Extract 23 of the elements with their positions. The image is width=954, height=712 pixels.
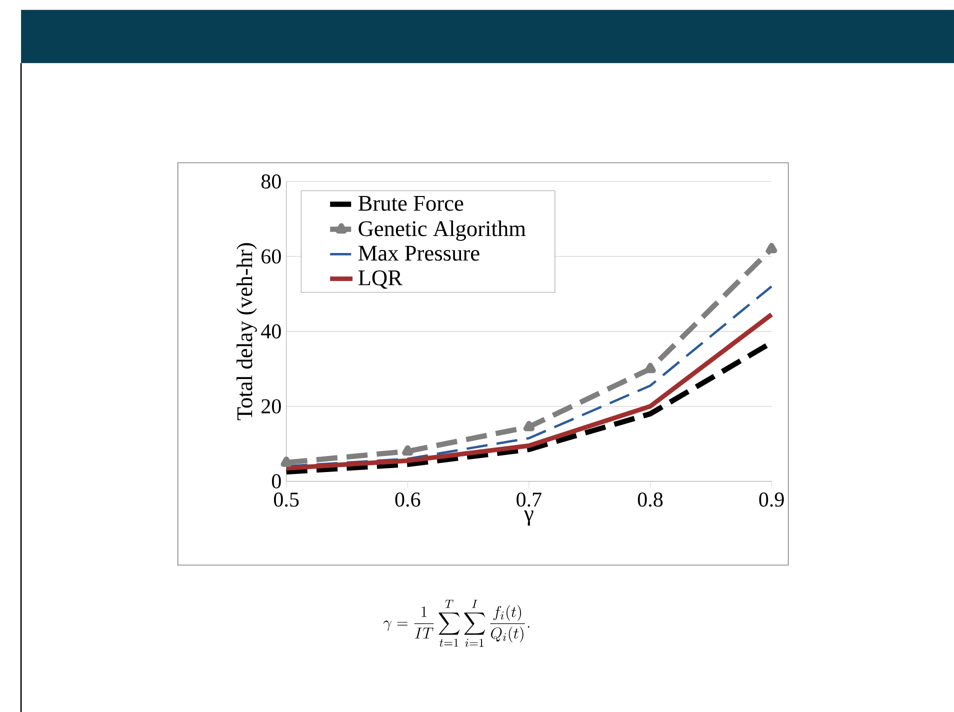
text: $\gamma=\frac{1}{IT}\sum_{t=1}^{T}\sum_{i=1}^{I}\frac{f_i(t)}{Q_i(t)}.$ bbox=[383, 600, 530, 647]
point bbox=[402, 445, 414, 456]
legend-label: Brute Force bbox=[358, 196, 464, 211]
y-tick-label: 40 bbox=[261, 324, 281, 338]
point bbox=[523, 420, 535, 432]
x-tick-label: 0.9 bbox=[759, 492, 784, 507]
line-series bbox=[284, 312, 774, 470]
legend-label: Genetic Algorithm bbox=[358, 220, 526, 241]
y-tick-label: 80 bbox=[261, 174, 281, 189]
x-tick-label: 0.7 bbox=[516, 492, 542, 507]
point bbox=[766, 242, 778, 254]
point bbox=[280, 456, 292, 467]
x-tick-label: 0.6 bbox=[395, 492, 420, 507]
legend-label: Max Pressure bbox=[358, 246, 480, 261]
y-tick-label: 60 bbox=[262, 249, 281, 264]
y-axis-title: Total delay (veh-hr) bbox=[236, 243, 257, 420]
y-tick-label: 0 bbox=[272, 474, 281, 488]
point bbox=[644, 362, 656, 374]
x-tick-label: 0.8 bbox=[638, 492, 663, 507]
legend-label: LQR bbox=[358, 270, 402, 289]
x-tick-label: 0.5 bbox=[274, 492, 299, 507]
y-tick-label: 20 bbox=[262, 399, 281, 414]
x-axis-title: γ bbox=[524, 510, 534, 526]
